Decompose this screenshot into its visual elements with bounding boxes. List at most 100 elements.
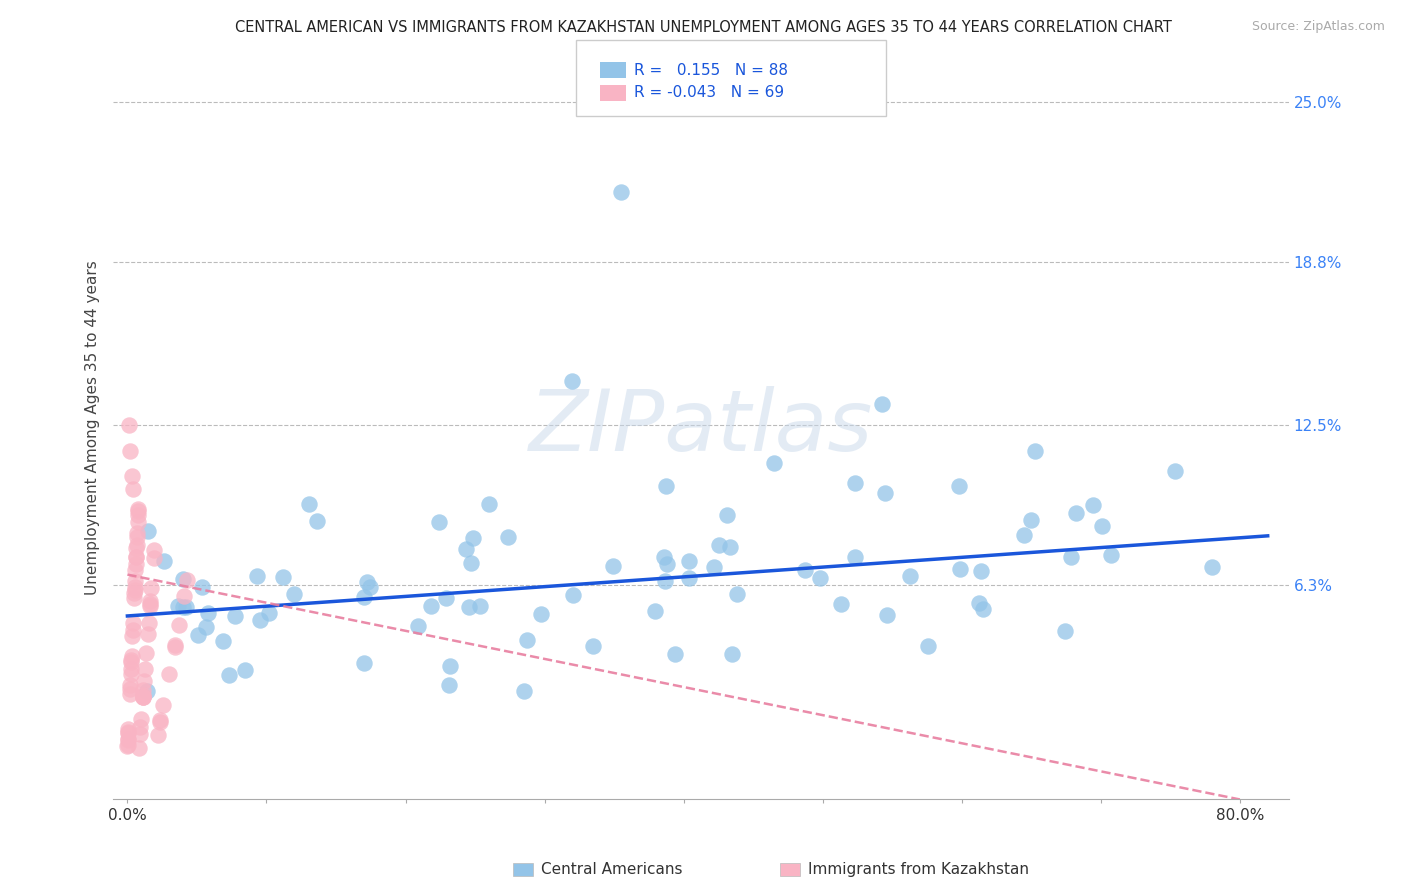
Point (844, 550, 866, 565)
Point (561, 588, 583, 602)
Point (121, 649, 143, 664)
Point (718, 540, 741, 554)
Point (125, 558, 148, 572)
Point (117, 722, 139, 736)
Point (454, 542, 477, 557)
Point (1164, 464, 1187, 478)
Point (707, 538, 730, 552)
Point (141, 581, 163, 595)
Point (117, 733, 139, 747)
Point (122, 615, 145, 630)
Point (678, 571, 700, 585)
Point (152, 554, 174, 568)
Point (121, 469, 143, 483)
Point (122, 483, 145, 497)
Point (224, 608, 246, 623)
Point (118, 417, 141, 432)
Point (1201, 559, 1223, 574)
Point (468, 599, 491, 613)
Point (132, 689, 155, 703)
Point (513, 683, 536, 698)
Point (716, 508, 738, 523)
Text: ZIPatlas: ZIPatlas (529, 386, 873, 469)
Point (949, 562, 972, 576)
Point (127, 516, 149, 530)
Point (655, 479, 678, 493)
Point (139, 593, 162, 607)
Point (1053, 624, 1076, 638)
Point (721, 647, 744, 661)
Text: Immigrants from Kazakhstan: Immigrants from Kazakhstan (808, 863, 1029, 877)
Point (427, 515, 450, 529)
Point (136, 627, 159, 641)
Point (118, 682, 141, 697)
Point (117, 739, 139, 753)
Point (125, 538, 148, 552)
Point (157, 667, 180, 681)
Point (353, 656, 375, 670)
Point (725, 587, 748, 601)
Point (117, 732, 139, 747)
Point (124, 580, 146, 594)
Point (120, 443, 142, 458)
Point (654, 574, 676, 588)
Point (664, 647, 686, 661)
Point (1019, 513, 1042, 527)
Point (127, 508, 149, 522)
Point (917, 639, 939, 653)
Point (125, 541, 148, 556)
Point (810, 571, 832, 585)
Point (972, 602, 994, 616)
Point (121, 629, 143, 643)
Point (657, 557, 679, 571)
Point (172, 600, 194, 615)
Point (249, 613, 271, 627)
Point (132, 673, 155, 688)
Point (1024, 443, 1046, 458)
Point (125, 530, 148, 544)
Point (142, 550, 165, 565)
Point (128, 727, 150, 741)
Point (120, 667, 142, 681)
Point (610, 185, 633, 199)
Point (190, 580, 212, 594)
Point (437, 678, 460, 692)
Point (143, 543, 166, 558)
Point (195, 620, 218, 634)
Point (117, 739, 139, 753)
Point (117, 726, 139, 740)
Point (176, 573, 198, 587)
Point (120, 678, 142, 692)
Text: Source: ZipAtlas.com: Source: ZipAtlas.com (1251, 20, 1385, 33)
Point (872, 397, 894, 411)
Point (129, 712, 152, 726)
Point (138, 615, 160, 630)
Text: R =   0.155   N = 88: R = 0.155 N = 88 (634, 62, 789, 78)
Point (561, 374, 583, 388)
Point (246, 569, 269, 583)
Point (152, 698, 174, 712)
Point (1064, 506, 1087, 520)
Point (478, 497, 501, 511)
Point (139, 599, 162, 613)
Point (136, 684, 159, 698)
Point (233, 664, 256, 678)
Point (124, 564, 146, 578)
Point (118, 687, 141, 701)
Point (128, 740, 150, 755)
Point (172, 572, 194, 586)
Point (117, 724, 139, 739)
Point (120, 653, 142, 667)
Point (602, 558, 624, 573)
Point (530, 607, 553, 621)
Point (124, 574, 146, 588)
Point (457, 600, 479, 615)
Point (406, 619, 429, 633)
Point (298, 497, 321, 511)
Point (167, 617, 190, 632)
Point (873, 486, 896, 500)
Point (131, 690, 153, 704)
Point (127, 526, 149, 541)
Text: CENTRAL AMERICAN VS IMMIGRANTS FROM KAZAKHSTAN UNEMPLOYMENT AMONG AGES 35 TO 44 : CENTRAL AMERICAN VS IMMIGRANTS FROM KAZA… (235, 20, 1171, 35)
Point (127, 503, 149, 517)
